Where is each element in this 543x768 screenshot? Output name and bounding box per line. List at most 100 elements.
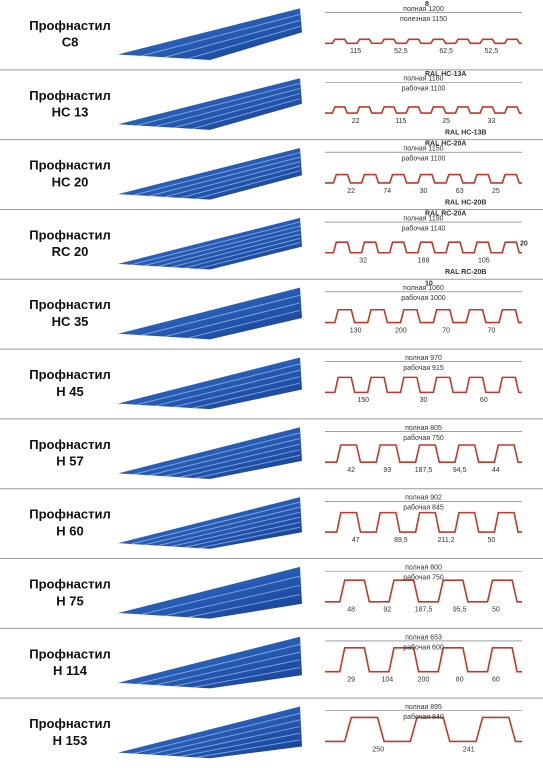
- sheet-ridge: [186, 25, 301, 60]
- sheet-ridge: [170, 233, 301, 268]
- sheet-ridge: [183, 237, 301, 269]
- sheet-model: Н 60: [56, 523, 83, 538]
- sheet-ridge: [157, 229, 301, 267]
- profile-dimension: 130: [350, 327, 362, 334]
- sheet-ridge: [173, 376, 301, 408]
- sheet-ridge: [148, 438, 301, 476]
- profile-dimension: 70: [487, 327, 495, 334]
- profile-width: рабочая 1100: [402, 155, 446, 163]
- sheet-image: [118, 706, 302, 759]
- profile-width: полная 895: [405, 704, 442, 711]
- sheet-ridge: [173, 93, 301, 129]
- profile-width: полная 1180: [403, 76, 443, 83]
- sheet-ridge: [144, 506, 301, 546]
- sheet-ridge: [163, 161, 301, 198]
- profile-width: рабочая 750: [403, 434, 444, 442]
- profile-note: 20: [520, 240, 528, 247]
- sheet-ridge: [140, 294, 301, 336]
- profile-dimension: 92: [383, 607, 391, 614]
- sheet-ridge: [136, 82, 301, 126]
- sheet-title: Профнастил: [29, 88, 111, 103]
- profile-dimension: 47: [352, 537, 360, 544]
- sheet-title: Профнастил: [29, 227, 111, 242]
- sheet-title: Профнастил: [29, 18, 111, 33]
- sheet-ridge: [154, 651, 301, 686]
- profile-dimension: 200: [418, 676, 430, 683]
- sheet-ridge: [191, 382, 301, 409]
- profile-dimension: 89,5: [394, 537, 408, 544]
- profile-dimension: 187,5: [415, 467, 433, 474]
- profile-dimension: 80: [456, 676, 464, 683]
- sheet-ridge: [163, 19, 301, 58]
- profile-dimension: 250: [372, 746, 384, 753]
- profile-note: RAL HC-20B: [445, 199, 487, 206]
- profile-shape: [325, 376, 522, 394]
- profile-width: полная 902: [405, 495, 442, 502]
- profile-shape: [325, 241, 522, 254]
- profile-dimension: 48: [347, 607, 355, 614]
- profile-shape: [325, 511, 522, 533]
- profile-width: рабочая 600: [403, 643, 444, 651]
- profile-shape: [325, 647, 522, 673]
- profile-dimension: 30: [420, 188, 428, 195]
- sheet-ridge: [194, 170, 301, 200]
- sheet-ridge: [131, 501, 301, 545]
- profile-shape: [325, 716, 522, 743]
- sheet-ridge: [173, 659, 301, 687]
- profile-dimension: 211,2: [438, 537, 455, 544]
- sheet-ridge: [186, 594, 301, 618]
- profile-note: RAL HC-13B: [445, 129, 487, 136]
- sheet-ridge: [196, 242, 301, 270]
- sheet-title: Профнастил: [29, 716, 111, 731]
- sheet-ridge: [140, 575, 301, 615]
- sheet-ridge: [163, 302, 301, 338]
- sheet-image: [118, 566, 302, 619]
- sheet-ridge: [144, 225, 301, 267]
- profile-dimension: 150: [357, 397, 369, 404]
- profile-width: полная 653: [405, 634, 442, 641]
- profile-dimension: 241: [463, 746, 475, 753]
- profile-note: RAL HC-20A: [425, 141, 467, 148]
- sheet-model: НС 20: [52, 174, 89, 189]
- profile-width: рабочая 1100: [402, 85, 446, 93]
- profile-dimension: 70: [442, 327, 450, 334]
- profile-dimension: 30: [420, 397, 428, 404]
- profile-width: полная 1060: [403, 285, 444, 292]
- profile-note: RAL RC-20A: [425, 210, 467, 217]
- sheet-ridge: [163, 584, 301, 617]
- sheet-ridge: [191, 666, 301, 689]
- sheet-model: НС 13: [52, 105, 89, 120]
- profile-dimension: 25: [442, 118, 450, 125]
- sheet-ridge: [194, 454, 301, 479]
- profile-note: 10: [425, 280, 433, 287]
- sheet-model: Н 153: [53, 733, 88, 748]
- sheet-title: Профнастил: [29, 297, 111, 312]
- sheet-model: Н 45: [56, 384, 83, 399]
- profile-shape: [325, 106, 522, 114]
- sheet-image: [118, 287, 302, 340]
- profile-dimension: 50: [492, 607, 500, 614]
- profile-dimension: 25: [492, 188, 500, 195]
- profile-dimension: 52,5: [485, 48, 499, 55]
- sheet-ridge: [170, 516, 301, 548]
- profile-width: полная 1150: [403, 146, 443, 153]
- profile-dimension: 42: [347, 467, 355, 474]
- sheet-ridge: [140, 13, 301, 57]
- profile-width: полная 800: [405, 564, 442, 571]
- profile-dimension: 22: [347, 188, 355, 195]
- sheet-title: Профнастил: [29, 577, 111, 592]
- profile-shape: [325, 38, 522, 45]
- sheet-ridge: [186, 309, 301, 339]
- profile-dimension: 95,5: [453, 607, 467, 614]
- sheet-ridge: [196, 526, 301, 549]
- profile-dimension: 62,5: [439, 48, 453, 55]
- profile-width: рабочая 915: [403, 364, 444, 372]
- sheet-model: RC 20: [52, 244, 89, 259]
- sheet-title: Профнастил: [29, 437, 111, 452]
- sheet-ridge: [191, 98, 301, 130]
- sheet-title: Профнастил: [29, 646, 111, 661]
- profile-shape: [325, 579, 522, 603]
- sheet-ridge: [148, 156, 301, 197]
- sheet-model: С8: [62, 35, 79, 50]
- profile-dimension: 187,5: [415, 607, 433, 614]
